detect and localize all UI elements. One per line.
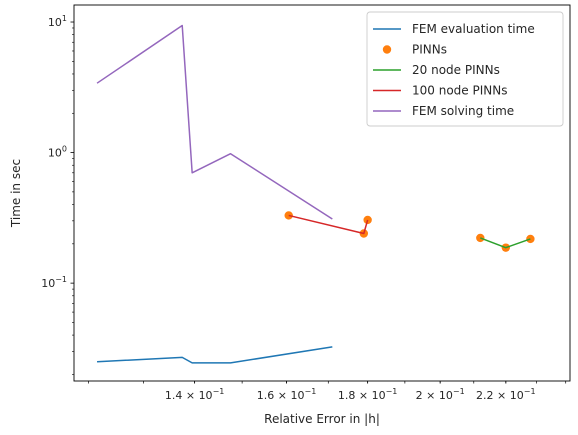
legend-item-100-node-pinns: 100 node PINNs: [373, 84, 507, 98]
series-fem-solving-time: [96, 24, 333, 220]
legend-item-20-node-pinns: 20 node PINNs: [373, 63, 500, 77]
axes-layer: [73, 4, 571, 382]
x-tick-label: 1.6 × 10−1: [257, 387, 317, 402]
series-line: [96, 24, 333, 220]
legend-box: [366, 11, 564, 127]
series-20-node-pinns: [480, 237, 531, 249]
series-fem-evaluation-time: [97, 346, 333, 364]
y-axis-ticks: 10−1 100 101: [41, 14, 74, 375]
y-axis-label: Time in sec: [9, 159, 23, 228]
y-tick-label: 101: [48, 14, 67, 29]
legend-label: PINNs: [412, 43, 447, 57]
legend-label: FEM solving time: [412, 104, 514, 118]
x-tick-label: 2 × 10−1: [416, 387, 465, 402]
legend: FEM evaluation time PINNs 20 node PINNs 100…: [366, 11, 564, 127]
legend-item-fem-solving-time: FEM solving time: [373, 104, 514, 118]
series-line: [288, 214, 369, 235]
legend-label: FEM evaluation time: [412, 22, 535, 36]
legend-item-fem-evaluation-time: FEM evaluation time: [373, 22, 535, 36]
x-tick-label: 1.8 × 10−1: [338, 387, 398, 402]
plot-frame: [73, 4, 571, 382]
series-line: [480, 237, 531, 249]
x-tick-label: 2.2 × 10−1: [476, 387, 536, 402]
data-point: [284, 211, 293, 220]
x-tick-label: 1.4 × 10−1: [165, 387, 225, 402]
legend-item-pinns: PINNs: [382, 43, 447, 57]
x-axis-label: Relative Error in |h|: [264, 412, 380, 426]
series-100-node-pinns: [288, 214, 369, 235]
series-layer: [96, 24, 535, 364]
legend-label: 20 node PINNs: [412, 63, 500, 77]
series-line: [97, 346, 333, 364]
y-tick-label: 10−1: [41, 275, 67, 290]
y-tick-label: 100: [48, 145, 67, 160]
x-axis-ticks: 1.4 × 10−1 1.6 × 10−1 1.8 × 10−1 2 × 10−1 2.…: [88, 381, 567, 402]
legend-swatch: [382, 45, 392, 54]
legend-label: 100 node PINNs: [412, 84, 507, 98]
